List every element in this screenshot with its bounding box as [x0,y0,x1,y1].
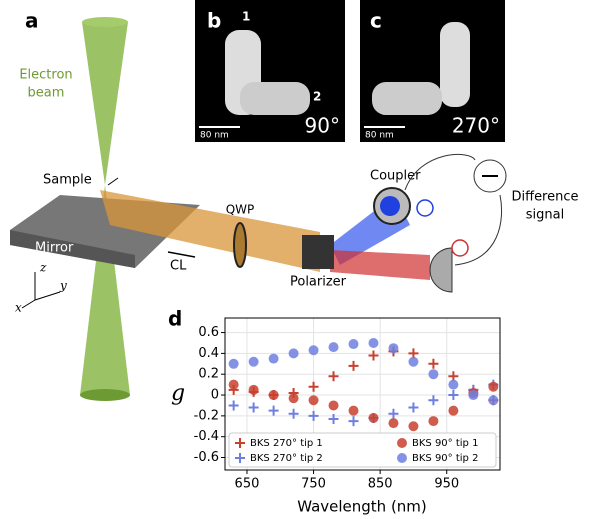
x-tick-label: 650 [235,477,260,492]
legend-marker [397,438,407,448]
data-point [329,400,339,410]
detector-spot [380,196,400,216]
data-point [408,421,418,431]
particle [440,22,470,107]
polarization-icon [417,200,433,216]
y-tick-label: 0.6 [198,325,219,340]
tip-label: 2 [313,90,321,104]
polarizer [302,235,334,269]
y-tick-label: 0.4 [198,346,219,361]
x-tick-label: 950 [434,477,459,492]
panel-label: a [25,9,39,33]
data-point [269,354,279,364]
x-axis-label: Wavelength (nm) [297,498,427,516]
axes-glyph [22,272,60,308]
particle [372,82,442,115]
legend-marker [397,453,407,463]
qwp [234,223,246,267]
signal-label: Difference [511,190,578,205]
beam-label: Electron [19,68,72,83]
sample-pointer [108,178,118,185]
scale-bar-label: 80 nm [200,131,229,141]
axis-z: z [39,261,47,275]
angle-label: 90° [305,114,340,138]
cl-label: CL [170,259,187,274]
y-tick-label: 0.2 [198,367,219,382]
y-tick-label: -0.4 [194,429,219,444]
panel-label: c [370,9,382,33]
tip-label: 1 [242,10,250,24]
data-point [289,348,299,358]
axis-x: x [15,301,22,315]
data-point [309,395,319,405]
data-point [289,393,299,403]
legend-label: BKS 270° tip 1 [250,438,323,449]
data-point [448,380,458,390]
data-point [368,413,378,423]
beam-end [82,17,128,27]
data-point [229,380,239,390]
y-axis-label: g [171,381,185,406]
data-point [388,343,398,353]
data-point [488,395,498,405]
data-point [488,382,498,392]
particle [240,82,310,115]
x-tick-label: 750 [301,477,326,492]
legend-label: BKS 90° tip 1 [412,438,478,449]
signal-label: signal [526,208,564,223]
electron-beam-cone [82,22,128,185]
data-point [309,345,319,355]
axis-y: y [59,279,67,293]
data-point [468,390,478,400]
data-point [428,369,438,379]
data-point [249,385,259,395]
qwp-label: QWP [226,203,255,217]
legend-label: BKS 270° tip 2 [250,453,323,464]
scale-bar-label: 80 nm [365,131,394,141]
angle-label: 270° [452,114,500,138]
detector [430,248,452,292]
panel-label: b [207,9,221,33]
data-point [428,416,438,426]
data-point [269,390,279,400]
data-point [388,418,398,428]
data-point [349,406,359,416]
legend-label: BKS 90° tip 2 [412,453,478,464]
figure: a Electron beam Mirror Sample CL QWP Pol… [0,0,589,519]
data-point [249,357,259,367]
polarizer-label: Polarizer [290,275,347,290]
y-tick-label: -0.2 [194,408,219,423]
sample-label: Sample [43,173,92,188]
data-point [408,357,418,367]
data-point [329,342,339,352]
panel-label: d [168,307,182,331]
polarization-icon [452,240,468,256]
cl-arrow [168,252,195,257]
beam-label: beam [28,86,65,101]
coupler-label: Coupler [370,169,421,184]
data-point [368,338,378,348]
x-tick-label: 850 [368,477,393,492]
data-point [448,406,458,416]
mirror-label: Mirror [35,241,74,256]
data-point [229,359,239,369]
data-point [349,339,359,349]
y-tick-label: 0 [211,388,219,403]
beam-end [80,389,130,401]
y-tick-label: -0.6 [194,450,219,465]
